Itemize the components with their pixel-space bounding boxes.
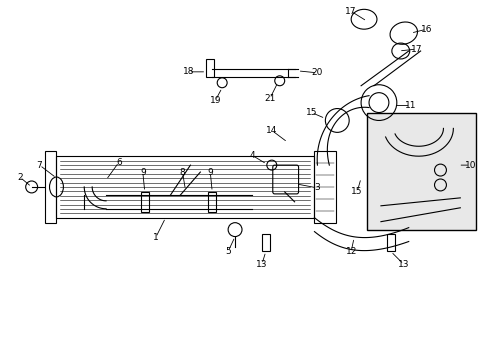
Bar (44, 151, 56, 223)
Text: 17: 17 (410, 45, 422, 54)
Text: 15: 15 (351, 188, 362, 197)
Text: 9: 9 (207, 167, 213, 176)
Text: 13: 13 (256, 260, 267, 269)
Text: 17: 17 (345, 7, 356, 16)
Text: 9: 9 (140, 167, 145, 176)
Bar (141, 192, 148, 212)
Bar (262, 234, 269, 251)
Text: 21: 21 (264, 94, 275, 103)
Text: 13: 13 (397, 260, 408, 269)
Text: 12: 12 (345, 247, 356, 256)
Text: 16: 16 (420, 25, 431, 34)
Bar (208, 192, 216, 212)
Text: 20: 20 (311, 68, 323, 77)
Text: 6: 6 (116, 158, 122, 167)
Text: 18: 18 (183, 67, 194, 76)
Text: 2: 2 (17, 172, 22, 181)
Bar (206, 59, 214, 77)
Text: 10: 10 (464, 161, 475, 170)
Bar (314, 151, 336, 223)
Text: 3: 3 (314, 184, 320, 193)
Text: 4: 4 (248, 151, 254, 160)
Bar (56, 156, 314, 218)
Bar (386, 234, 394, 251)
Text: 11: 11 (404, 101, 416, 110)
Text: 1: 1 (153, 233, 158, 242)
Text: 14: 14 (265, 126, 277, 135)
Text: 19: 19 (209, 96, 221, 105)
Text: 8: 8 (179, 167, 185, 176)
Text: 7: 7 (37, 161, 42, 170)
Text: 15: 15 (305, 108, 317, 117)
Text: 5: 5 (225, 247, 230, 256)
Bar (366, 113, 475, 230)
